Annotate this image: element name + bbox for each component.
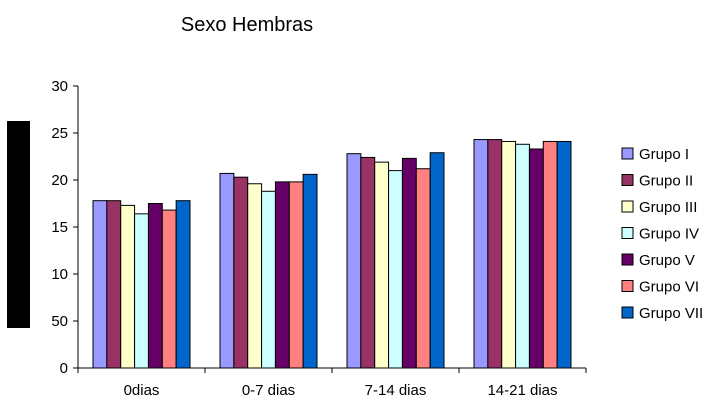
legend-label: Grupo I [639,146,689,163]
bar-grupo-vi-1 [288,181,304,369]
bar-grupo-v-0 [147,203,163,369]
bar-grupo-iv-1 [261,190,276,369]
bar-grupo-vi-3 [542,140,558,369]
axes [77,86,587,373]
x-tick-label: 0-7 dias [242,382,295,399]
bar-grupo-vii-3 [556,140,572,369]
bar-grupo-iii-3 [501,140,517,369]
x-tick-label: 14-21 dias [487,382,557,399]
legend-swatch [621,280,634,292]
y-tick-label: 15 [51,219,68,236]
bar-grupo-i-3 [473,139,489,369]
y-tick-label: 0 [60,360,68,377]
bar-grupo-iii-2 [374,161,390,369]
legend-swatch [621,253,634,266]
chart-title: Sexo Hembras [181,14,313,36]
x-tick-label: 0dias [124,382,160,399]
bar-grupo-ii-0 [106,200,122,369]
x-axis-labels: 0dias 0-7 dias 7-14 dias 14-21 dias [124,382,558,399]
bar-grupo-v-1 [274,181,290,369]
bar-grupo-vi-2 [415,168,431,369]
bar-grupo-iv-0 [134,213,149,369]
legend-label: Grupo V [639,252,695,269]
bar-grupo-vii-2 [429,152,445,369]
legend-label: Grupo II [639,173,693,190]
legend: Grupo I Grupo II Grupo III Grupo IV Grupo V G… [621,146,703,322]
y-tick-label: 10 [51,266,68,283]
bar-grupo-ii-1 [233,176,249,369]
legend-label: Grupo III [639,199,697,216]
bar-grupo-iii-0 [120,204,136,369]
legend-swatch [621,174,634,186]
legend-label: Grupo IV [639,226,699,243]
y-axis-ticks: 0 50 10 15 20 25 30 [51,78,78,377]
legend-label: Grupo VI [639,279,699,296]
bar-grupo-iv-2 [388,170,403,369]
y-tick-label: 25 [51,125,68,142]
bar-grupo-vi-0 [161,209,177,369]
legend-swatch [621,200,634,213]
bar-grupo-ii-3 [487,139,503,369]
bar-grupo-v-2 [401,157,417,369]
bar-grupo-vii-1 [302,173,318,369]
y-tick-label: 30 [51,78,68,95]
legend-label: Grupo VII [639,305,703,322]
bar-grupo-iv-3 [515,143,530,369]
bar-grupo-iii-1 [247,183,263,369]
bars [92,139,572,369]
black-redaction-block [7,121,30,328]
x-tick-label: 7-14 dias [365,382,427,399]
legend-swatch [621,306,634,319]
y-tick-label: 50 [51,313,68,330]
bar-grupo-i-0 [92,200,108,369]
bar-grupo-v-3 [528,148,544,369]
bar-grupo-vii-0 [175,200,191,369]
bar-grupo-ii-2 [360,156,376,369]
y-tick-label: 20 [51,172,68,189]
bar-grupo-i-2 [346,153,362,369]
legend-swatch [621,227,634,239]
legend-swatch [621,147,634,160]
bar-grupo-i-1 [219,172,235,369]
